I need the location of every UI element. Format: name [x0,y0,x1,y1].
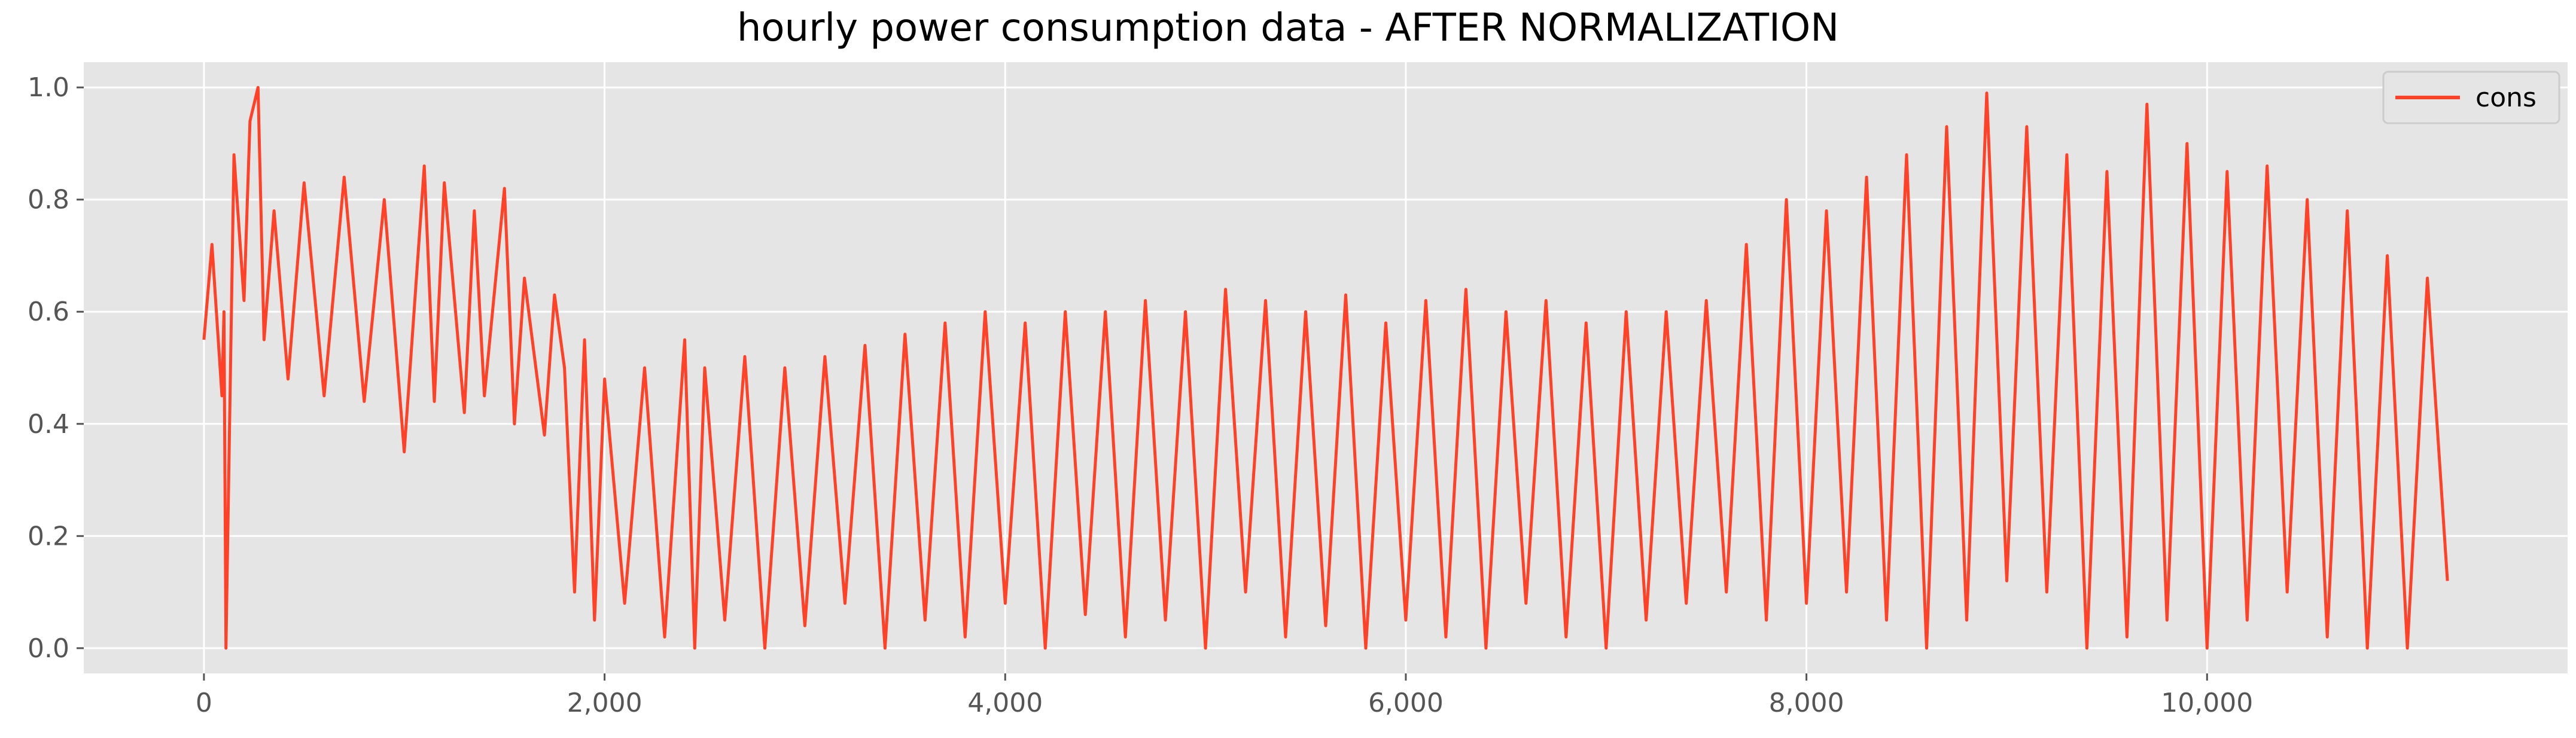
x-tick-label: 10,000 [2161,688,2253,718]
x-tick-label: 8,000 [1769,688,1844,718]
legend-label-cons: cons [2475,83,2537,113]
legend: cons [2382,71,2560,124]
y-tick-label: 0.2 [28,521,69,551]
legend-box [2382,71,2560,124]
series-layer [202,86,2449,650]
y-tick-label: 0.8 [28,185,69,215]
x-tick-label: 0 [196,688,212,718]
chart-title: hourly power consumption data - AFTER NO… [737,6,1839,50]
x-tick-label: 4,000 [967,688,1043,718]
plot-area [84,62,2568,673]
series-line-cons [202,86,2449,650]
y-tick-label: 0.0 [28,633,69,664]
y-axis-ticks: 0.0 0.2 0.4 0.6 0.8 1.0 [28,72,84,664]
x-tick-label: 2,000 [567,688,643,718]
x-axis-ticks: 0 2,000 4,000 6,000 8,000 10,000 [196,673,2253,718]
x-tick-label: 6,000 [1368,688,1444,718]
y-tick-label: 0.6 [28,297,69,327]
y-tick-label: 0.4 [28,409,69,440]
y-tick-label: 1.0 [28,72,69,103]
